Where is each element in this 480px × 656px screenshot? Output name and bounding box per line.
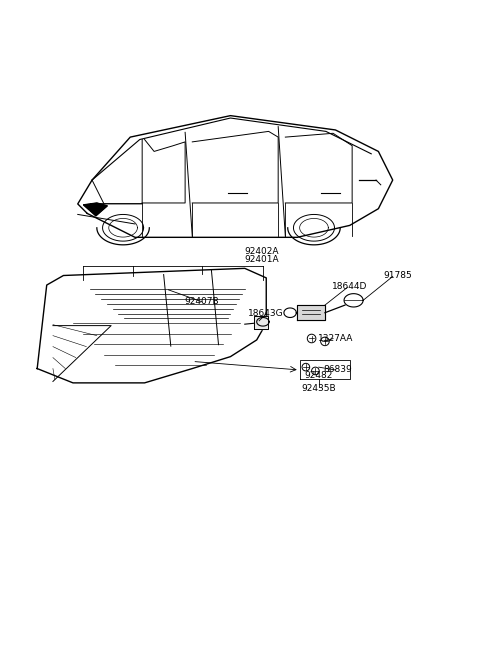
Text: 91785: 91785 (383, 271, 412, 280)
Text: 18644D: 18644D (332, 281, 368, 291)
Text: 92401A: 92401A (244, 255, 279, 264)
Polygon shape (297, 305, 325, 320)
Polygon shape (84, 203, 108, 216)
Text: 18643G: 18643G (249, 309, 284, 318)
Text: 86839: 86839 (324, 365, 352, 375)
Text: 92435B: 92435B (301, 384, 336, 393)
Circle shape (302, 363, 310, 371)
Text: 92402A: 92402A (244, 247, 279, 256)
Text: 92482: 92482 (304, 371, 333, 380)
Circle shape (321, 337, 329, 346)
Polygon shape (37, 268, 266, 383)
Circle shape (307, 334, 316, 343)
Circle shape (312, 367, 319, 375)
Text: 92407B: 92407B (184, 297, 219, 306)
Polygon shape (254, 316, 268, 329)
Text: 1327AA: 1327AA (318, 334, 353, 343)
